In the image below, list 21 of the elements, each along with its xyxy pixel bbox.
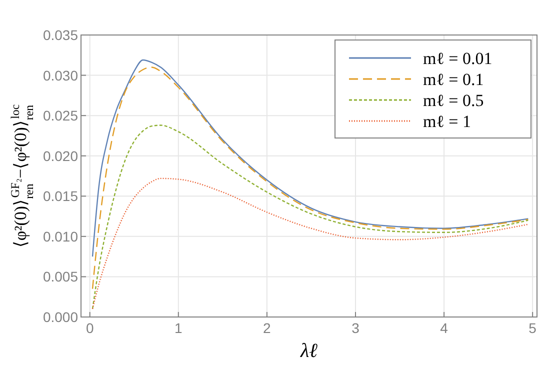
line-series (92, 66, 529, 290)
legend-label: mℓ = 0.01 (423, 49, 492, 68)
line-series (92, 178, 529, 310)
y-tick-label: 0.020 (42, 148, 78, 164)
y-tick-label: 0.010 (42, 228, 78, 244)
y-tick-label: 0.000 (42, 309, 78, 325)
x-tick-label: 1 (174, 320, 182, 336)
x-axis-title: λℓ (300, 340, 318, 362)
y-tick-label: 0.030 (42, 67, 78, 84)
y-tick-label: 0.015 (42, 188, 78, 204)
legend-label: mℓ = 0.1 (423, 70, 484, 89)
legend-label: mℓ = 0.5 (423, 91, 484, 110)
x-tick-label: 3 (352, 320, 360, 336)
legend-label: mℓ = 1 (423, 112, 471, 131)
x-tick-label: 4 (440, 320, 448, 336)
y-tick-label: 0.025 (42, 108, 78, 124)
y-tick-label: 0.035 (42, 27, 78, 43)
x-tick-label: 0 (86, 320, 94, 336)
x-tick-label: 2 (263, 320, 272, 336)
x-tick-label: 5 (528, 320, 537, 336)
y-tick-label: 0.005 (42, 268, 78, 285)
